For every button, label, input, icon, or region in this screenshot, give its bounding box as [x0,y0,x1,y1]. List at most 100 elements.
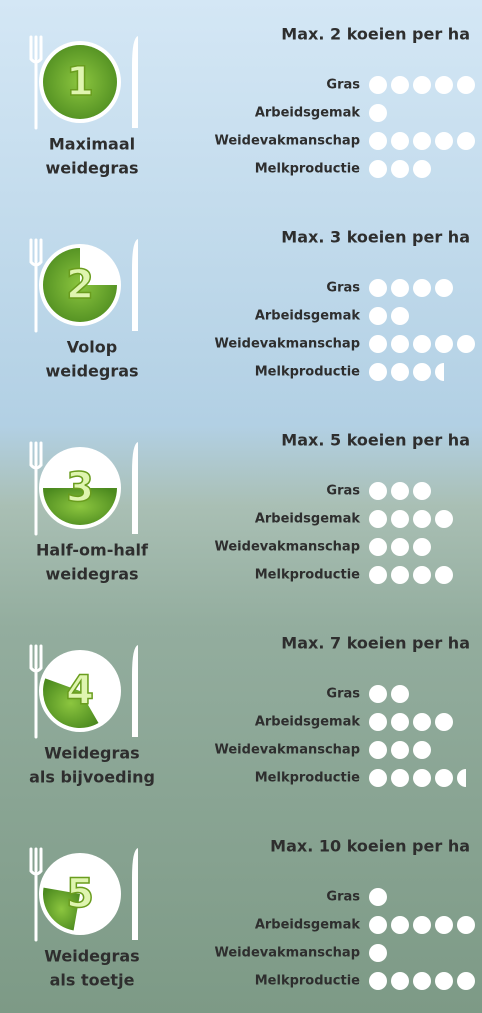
dot [369,769,387,787]
rating-label: Gras [326,687,360,702]
dot [435,916,453,934]
dot [413,160,431,178]
dot [413,363,431,381]
dot [457,335,475,353]
rating-label: Gras [326,78,360,93]
dot [413,769,431,787]
dot [369,741,387,759]
plate-number: 2 [66,262,94,308]
knife [132,36,138,128]
rating-dots [369,160,431,178]
option-name: weidegras [45,565,138,584]
rating-label: Melkproductie [255,162,360,177]
dot [435,769,453,787]
dot [413,132,431,150]
knife [132,442,138,534]
dot [391,76,409,94]
option-name: als toetje [50,971,135,990]
rating-label: Melkproductie [255,568,360,583]
dot [391,972,409,990]
dot [391,160,409,178]
dot [435,335,453,353]
rating-label: Melkproductie [255,365,360,380]
dot [457,972,475,990]
option-name: Volop [67,338,117,357]
rating-label: Arbeidsgemak [255,106,361,121]
heading: Max. 5 koeien per ha [281,431,470,450]
dot [391,741,409,759]
heading: Max. 7 koeien per ha [281,634,470,653]
rating-dots [369,538,431,556]
dot [369,538,387,556]
plate-number: 5 [66,871,94,917]
dot [435,713,453,731]
rating-dots [369,888,387,906]
heading: Max. 10 koeien per ha [270,837,470,856]
dot [369,279,387,297]
dot [391,132,409,150]
dot [435,279,453,297]
dot [435,566,453,584]
rating-label: Arbeidsgemak [255,512,361,527]
rating-dots [369,741,431,759]
dot [391,769,409,787]
rating-label: Gras [326,890,360,905]
dot [391,363,409,381]
dot [369,363,387,381]
dot [369,76,387,94]
dot [369,307,387,325]
rating-label: Gras [326,281,360,296]
dot [457,132,475,150]
rating-label: Arbeidsgemak [255,715,361,730]
dot [369,160,387,178]
dot [391,713,409,731]
dot [391,482,409,500]
dot [391,566,409,584]
dot [391,307,409,325]
rating-label: Weidevakmanschap [214,743,360,758]
dot [435,132,453,150]
dot [435,76,453,94]
option-name: weidegras [45,159,138,178]
dot [457,916,475,934]
knife [132,645,138,737]
dot [369,566,387,584]
dot [435,972,453,990]
rating-label: Arbeidsgemak [255,918,361,933]
dot [369,888,387,906]
option-name: weidegras [45,362,138,381]
dot [369,335,387,353]
option-name: Weidegras [44,744,139,763]
dot [391,685,409,703]
rating-label: Gras [326,484,360,499]
dot [391,510,409,528]
dot [369,685,387,703]
plate-number: 1 [66,59,94,105]
heading: Max. 2 koeien per ha [281,25,470,44]
dot [457,76,475,94]
dot [413,335,431,353]
rating-label: Arbeidsgemak [255,309,361,324]
option-name: Maximaal [49,135,135,154]
dot [369,916,387,934]
rating-dots [369,944,387,962]
dot [413,916,431,934]
dot [435,510,453,528]
dot [391,538,409,556]
knife [132,239,138,331]
rating-dots [369,104,387,122]
rating-dots [369,482,431,500]
dot [391,279,409,297]
option-name: Weidegras [44,947,139,966]
dot [413,510,431,528]
dot [369,713,387,731]
plate-number: 3 [66,465,94,511]
option-name: als bijvoeding [29,768,155,787]
dot [413,741,431,759]
dot [369,482,387,500]
rating-label: Weidevakmanschap [214,946,360,961]
dot [369,510,387,528]
dot [413,482,431,500]
dot [369,972,387,990]
dot [413,972,431,990]
